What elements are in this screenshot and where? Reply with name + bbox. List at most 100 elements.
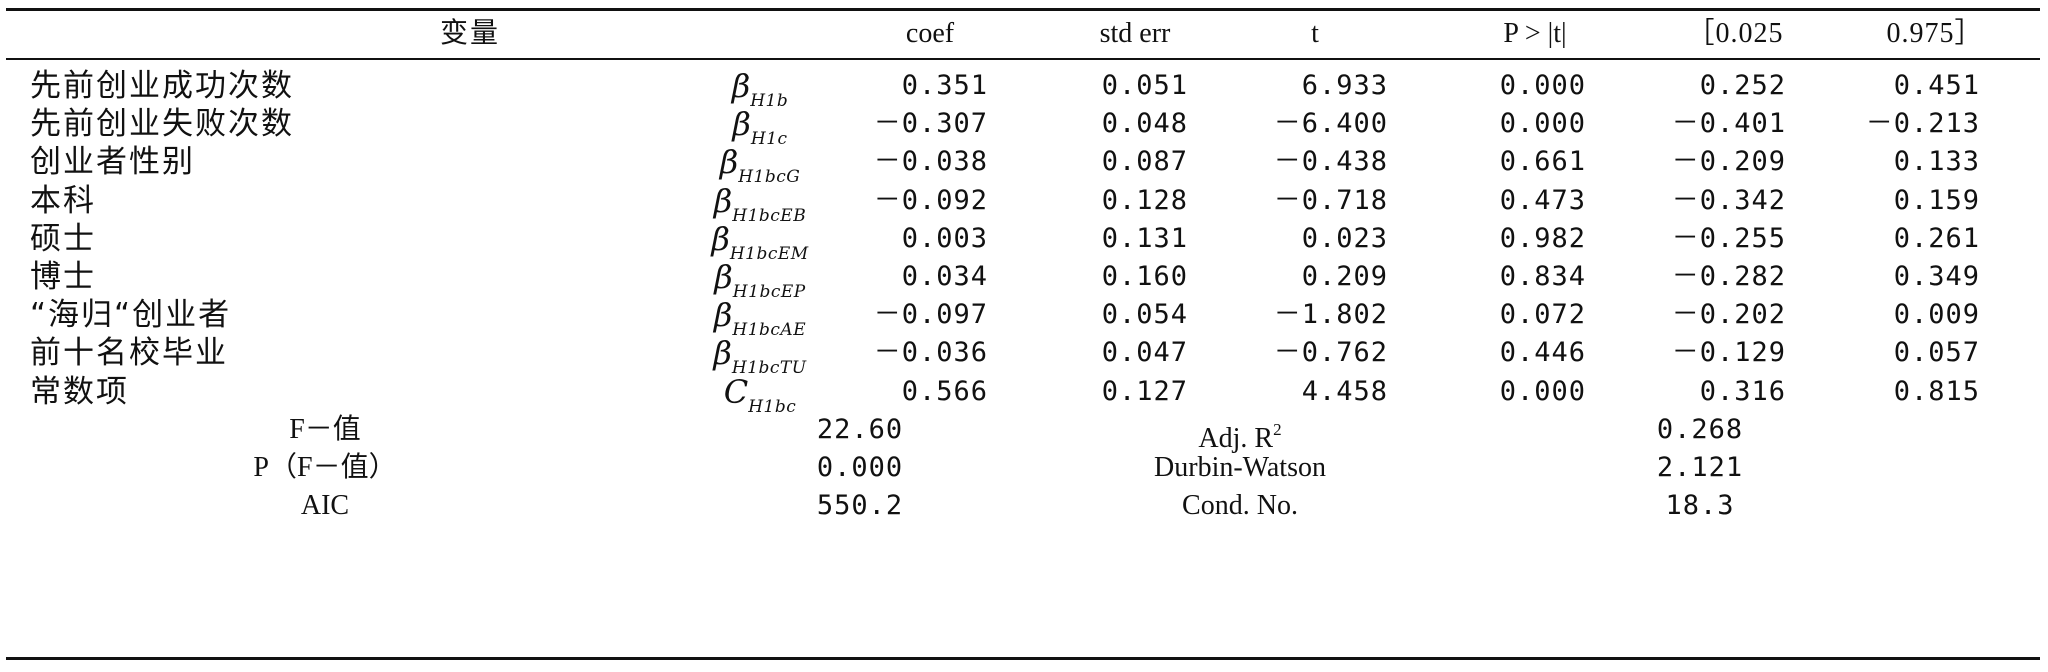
- summary-value-secondary: 0.268: [1656, 413, 1744, 445]
- header-variable: 变量: [439, 18, 500, 49]
- row-std-err: 0.131: [1101, 222, 1188, 254]
- row-p-value: 0.072: [1499, 299, 1586, 331]
- row-ci-low: 0.252: [1699, 70, 1786, 101]
- row-variable: 先前创业失败次数: [30, 106, 294, 143]
- row-t: －6.400: [1273, 108, 1388, 140]
- header-ci-low: ［0.025: [1686, 18, 1784, 49]
- row-ci-high: 0.159: [1893, 184, 1980, 216]
- row-coef: －0.307: [873, 108, 988, 140]
- summary-value: 0.000: [816, 452, 904, 483]
- summary-row: P（F－值） 0.000 Durbin-Watson 2.121: [0, 443, 2048, 493]
- summary-value-secondary: 2.121: [1656, 452, 1744, 483]
- summary-label-secondary: Cond. No.: [1080, 481, 1400, 531]
- summary-row: AIC 550.2 Cond. No. 18.3: [0, 481, 2048, 531]
- symbol-base: β: [713, 334, 732, 373]
- symbol-subscript: H1bcTU: [731, 358, 807, 379]
- row-ci-high: 0.451: [1893, 70, 1980, 101]
- row-variable: “海归“创业者: [30, 297, 232, 334]
- symbol-subscript: H1c: [750, 129, 788, 150]
- row-std-err: 0.128: [1101, 184, 1188, 216]
- row-ci-high: 0.133: [1893, 146, 1980, 178]
- row-ci-high: 0.815: [1893, 375, 1980, 407]
- row-t: 0.209: [1301, 261, 1388, 292]
- summary-value: 550.2: [816, 490, 904, 522]
- row-coef: －0.097: [873, 299, 988, 331]
- row-t: 4.458: [1301, 375, 1388, 407]
- row-ci-high: 0.009: [1893, 299, 1980, 331]
- row-variable: 硕士: [30, 220, 96, 257]
- row-std-err: 0.087: [1101, 146, 1188, 178]
- symbol-base: β: [719, 143, 739, 182]
- row-variable: 先前创业成功次数: [30, 68, 294, 104]
- row-coef: －0.038: [873, 146, 988, 178]
- table-row: 先前创业失败次数 βH1c －0.307 0.048 －6.400 0.000 －0.401…: [0, 99, 2048, 149]
- row-ci-high: 0.057: [1893, 337, 1980, 369]
- symbol-subscript: H1bcAE: [732, 320, 807, 341]
- symbol-subscript: H1bcG: [738, 167, 801, 188]
- row-symbol: βH1bcEB: [690, 176, 830, 226]
- row-p-value: 0.000: [1499, 375, 1586, 407]
- row-coef: －0.036: [873, 337, 988, 369]
- row-t: －1.802: [1273, 299, 1388, 331]
- symbol-subscript: H1bcEP: [732, 282, 806, 302]
- symbol-base: β: [713, 181, 733, 220]
- row-p-value: 0.661: [1499, 146, 1586, 178]
- symbol-base: β: [714, 258, 733, 296]
- summary-value-secondary: 18.3: [1665, 490, 1735, 522]
- row-variable: 常数项: [30, 373, 129, 410]
- summary-label-secondary: Durbin-Watson: [1080, 443, 1400, 493]
- row-ci-low: －0.401: [1671, 108, 1786, 140]
- row-symbol: βH1c: [690, 99, 830, 149]
- symbol-base: C: [723, 372, 749, 411]
- row-p-value: 0.982: [1499, 222, 1586, 254]
- row-ci-low: －0.255: [1671, 222, 1786, 254]
- row-p-value: 0.834: [1499, 261, 1586, 292]
- row-ci-high: 0.349: [1893, 261, 1980, 292]
- summary-label-secondary-text: Cond. No.: [1182, 490, 1298, 522]
- row-t: 0.023: [1301, 222, 1388, 254]
- symbol-subscript: H1bcEM: [729, 243, 809, 264]
- table-row: 常数项 CH1bc 0.566 0.127 4.458 0.000 0.316 0.815: [0, 367, 2048, 417]
- row-ci-low: －0.202: [1671, 299, 1786, 331]
- row-coef: 0.566: [901, 375, 988, 407]
- symbol-subscript: H1b: [750, 91, 789, 111]
- summary-label: AIC: [300, 490, 350, 522]
- row-t: －0.438: [1273, 146, 1388, 178]
- row-ci-low: －0.209: [1671, 146, 1786, 178]
- row-p-value: 0.446: [1499, 337, 1586, 369]
- row-variable: 前十名校毕业: [30, 335, 228, 372]
- row-coef: 0.003: [901, 222, 988, 254]
- summary-label-superscript: 2: [1273, 419, 1282, 439]
- row-symbol: βH1bcEM: [690, 214, 830, 264]
- table-row: 硕士 βH1bcEM 0.003 0.131 0.023 0.982 －0.255 0.261: [0, 214, 2048, 264]
- row-std-err: 0.047: [1101, 337, 1188, 369]
- row-variable: 博士: [30, 259, 96, 295]
- summary-label: F－值: [289, 413, 361, 445]
- summary-row: F－值 22.60 Adj. R2 0.268: [0, 405, 2048, 455]
- table-row: 博士 βH1bcEP 0.034 0.160 0.209 0.834 －0.282 0.349: [0, 252, 2048, 302]
- summary-label-secondary: Adj. R2: [1080, 405, 1400, 455]
- symbol-base: β: [731, 67, 751, 105]
- row-coef: 0.351: [901, 70, 988, 101]
- row-symbol: βH1bcAE: [690, 290, 830, 340]
- symbol-base: β: [732, 105, 751, 144]
- header-t: t: [1311, 18, 1319, 49]
- row-coef: －0.092: [873, 184, 988, 216]
- row-p-value: 0.000: [1499, 70, 1586, 101]
- table-header-rule: [6, 58, 2040, 60]
- row-symbol: βH1bcTU: [690, 328, 830, 378]
- row-ci-high: －0.213: [1865, 108, 1980, 140]
- summary-label: P（F－值）: [253, 452, 397, 483]
- header-ci-high: 0.975］: [1886, 18, 1984, 49]
- table-header-row: 变量 coef std err t P > |t| ［0.025 0.975］: [0, 9, 2048, 59]
- table-top-rule: [6, 8, 2040, 11]
- header-coef: coef: [905, 18, 955, 49]
- table-row: 创业者性别 βH1bcG －0.038 0.087 －0.438 0.661 －0.209 0…: [0, 137, 2048, 187]
- row-std-err: 0.054: [1101, 299, 1188, 331]
- row-coef: 0.034: [901, 261, 988, 292]
- row-ci-low: －0.282: [1671, 261, 1786, 292]
- row-variable: 创业者性别: [30, 144, 195, 181]
- row-p-value: 0.473: [1499, 184, 1586, 216]
- symbol-base: β: [713, 296, 733, 335]
